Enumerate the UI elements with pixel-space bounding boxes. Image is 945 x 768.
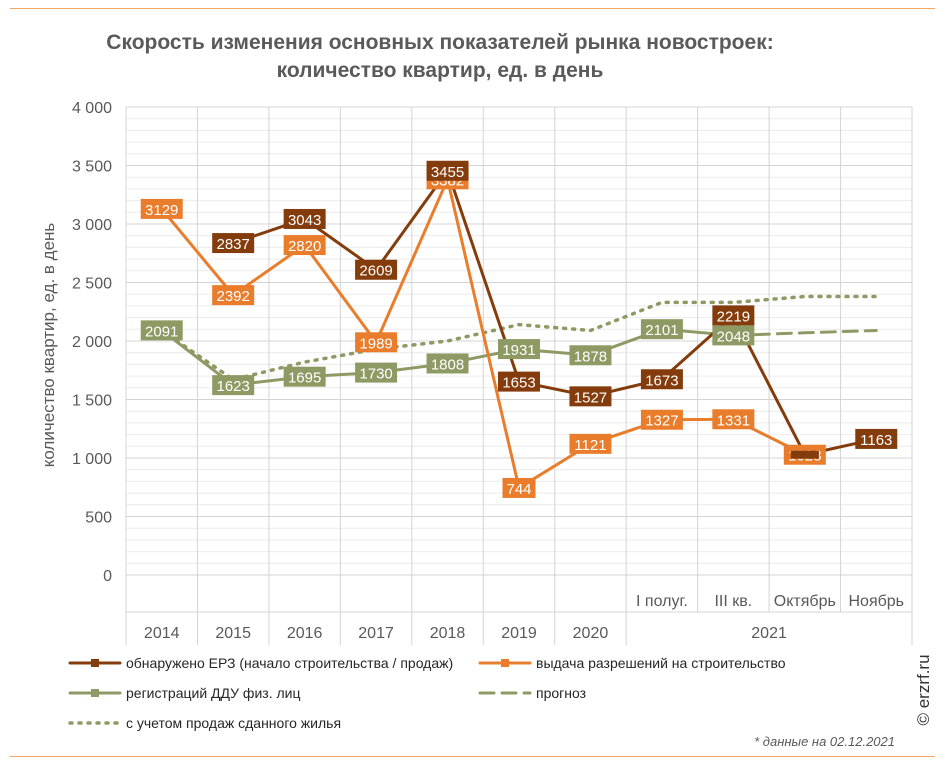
data-label: 1327 <box>645 413 678 430</box>
data-label-box <box>640 319 683 340</box>
data-label-box <box>355 362 398 383</box>
data-label-box <box>355 259 398 280</box>
legend-marker <box>501 659 509 667</box>
series-line <box>731 328 878 337</box>
data-label: 3129 <box>145 202 178 219</box>
x-tick-label: III кв. <box>714 593 752 610</box>
data-label: 1653 <box>502 375 535 392</box>
legend-marker <box>91 659 99 667</box>
data-label: 1989 <box>359 335 392 352</box>
y-tick-label: 4 000 <box>72 100 112 117</box>
data-label-box <box>426 353 469 374</box>
data-label-box <box>283 366 326 387</box>
series-line <box>159 294 879 382</box>
data-label-box <box>426 160 469 181</box>
frame-bottom-line <box>10 756 935 757</box>
data-point-marker <box>790 450 819 459</box>
series-line <box>231 169 878 457</box>
x-tick-label: 2016 <box>287 625 323 642</box>
legend-label: с учетом продаж сданного жилья <box>126 715 341 731</box>
data-label-box <box>140 320 183 341</box>
data-label: 2048 <box>717 328 750 345</box>
data-label-box <box>212 233 255 254</box>
legend-label: регистраций ДДУ физ. лиц <box>126 685 300 701</box>
data-label-box <box>498 371 540 392</box>
data-label-box <box>355 332 398 353</box>
data-label-box <box>640 409 683 430</box>
frame-top-line <box>10 8 935 9</box>
data-label-box <box>283 208 326 229</box>
data-label: 3043 <box>288 212 321 229</box>
data-label-box <box>855 428 898 449</box>
y-tick-label: 3 500 <box>72 159 112 176</box>
y-tick-label: 3 000 <box>72 217 112 234</box>
data-label-box <box>569 433 612 454</box>
data-label-box <box>212 285 255 306</box>
data-label-box <box>212 375 255 396</box>
data-label-box <box>569 386 612 407</box>
data-label: 2820 <box>288 238 321 255</box>
series-line <box>160 177 807 490</box>
data-label-box <box>712 325 755 346</box>
data-label-box <box>283 235 326 256</box>
data-label: 1331 <box>717 412 750 429</box>
data-label-box <box>140 198 183 219</box>
data-label: 744 <box>506 481 531 498</box>
data-label: 2101 <box>645 322 678 339</box>
data-label: 2609 <box>359 263 392 280</box>
data-label-box <box>498 339 540 360</box>
data-label: 1163 <box>860 432 892 449</box>
x-group-label: 2021 <box>751 625 787 642</box>
x-tick-label: 2018 <box>430 625 466 642</box>
x-tick-label: 2015 <box>215 625 251 642</box>
chart-subtitle: количество квартир, ед. в день <box>276 59 604 82</box>
data-label: 1623 <box>216 378 249 395</box>
footnote: * данные на 02.12.2021 <box>754 734 895 749</box>
data-label: 1730 <box>359 366 392 383</box>
data-label: 3455 <box>431 164 464 181</box>
y-tick-label: 1 500 <box>72 393 112 410</box>
legend-label: обнаружено ЕРЗ (начало строительства / п… <box>126 655 453 671</box>
data-label: 1695 <box>288 370 321 387</box>
data-label: 1527 <box>574 389 607 406</box>
x-tick-label: I полуг. <box>636 593 688 610</box>
data-label-box <box>712 305 755 326</box>
x-tick-label: Ноябрь <box>849 593 905 610</box>
data-label: 2091 <box>145 323 178 340</box>
legend-label: прогноз <box>536 685 586 701</box>
data-label: 1808 <box>431 356 464 373</box>
data-label-box <box>502 477 536 498</box>
x-tick-label: 2014 <box>144 625 180 642</box>
y-tick-label: 0 <box>103 568 112 585</box>
y-tick-label: 1 000 <box>72 451 112 468</box>
x-tick-label: 2019 <box>501 625 537 642</box>
data-label: 1931 <box>502 342 535 359</box>
data-label-box <box>640 369 683 390</box>
y-tick-label: 500 <box>85 510 112 527</box>
data-label: 2837 <box>216 236 249 253</box>
data-label: 2219 <box>717 308 750 325</box>
data-label: 1878 <box>574 348 607 365</box>
data-label-box <box>569 345 612 366</box>
data-label-box <box>712 409 755 430</box>
y-tick-label: 2 500 <box>72 276 112 293</box>
legend-marker <box>91 689 99 697</box>
y-tick-label: 2 000 <box>72 334 112 351</box>
chart-title: Скорость изменения основных показателей … <box>106 31 774 54</box>
x-tick-label: 2020 <box>573 625 609 642</box>
data-label: 2392 <box>216 288 249 305</box>
data-label: 1121 <box>574 437 606 454</box>
legend-label: выдача разрешений на строительство <box>536 655 786 671</box>
data-label: 1673 <box>645 372 678 389</box>
x-tick-label: Октябрь <box>774 593 836 610</box>
x-tick-label: 2017 <box>358 625 394 642</box>
